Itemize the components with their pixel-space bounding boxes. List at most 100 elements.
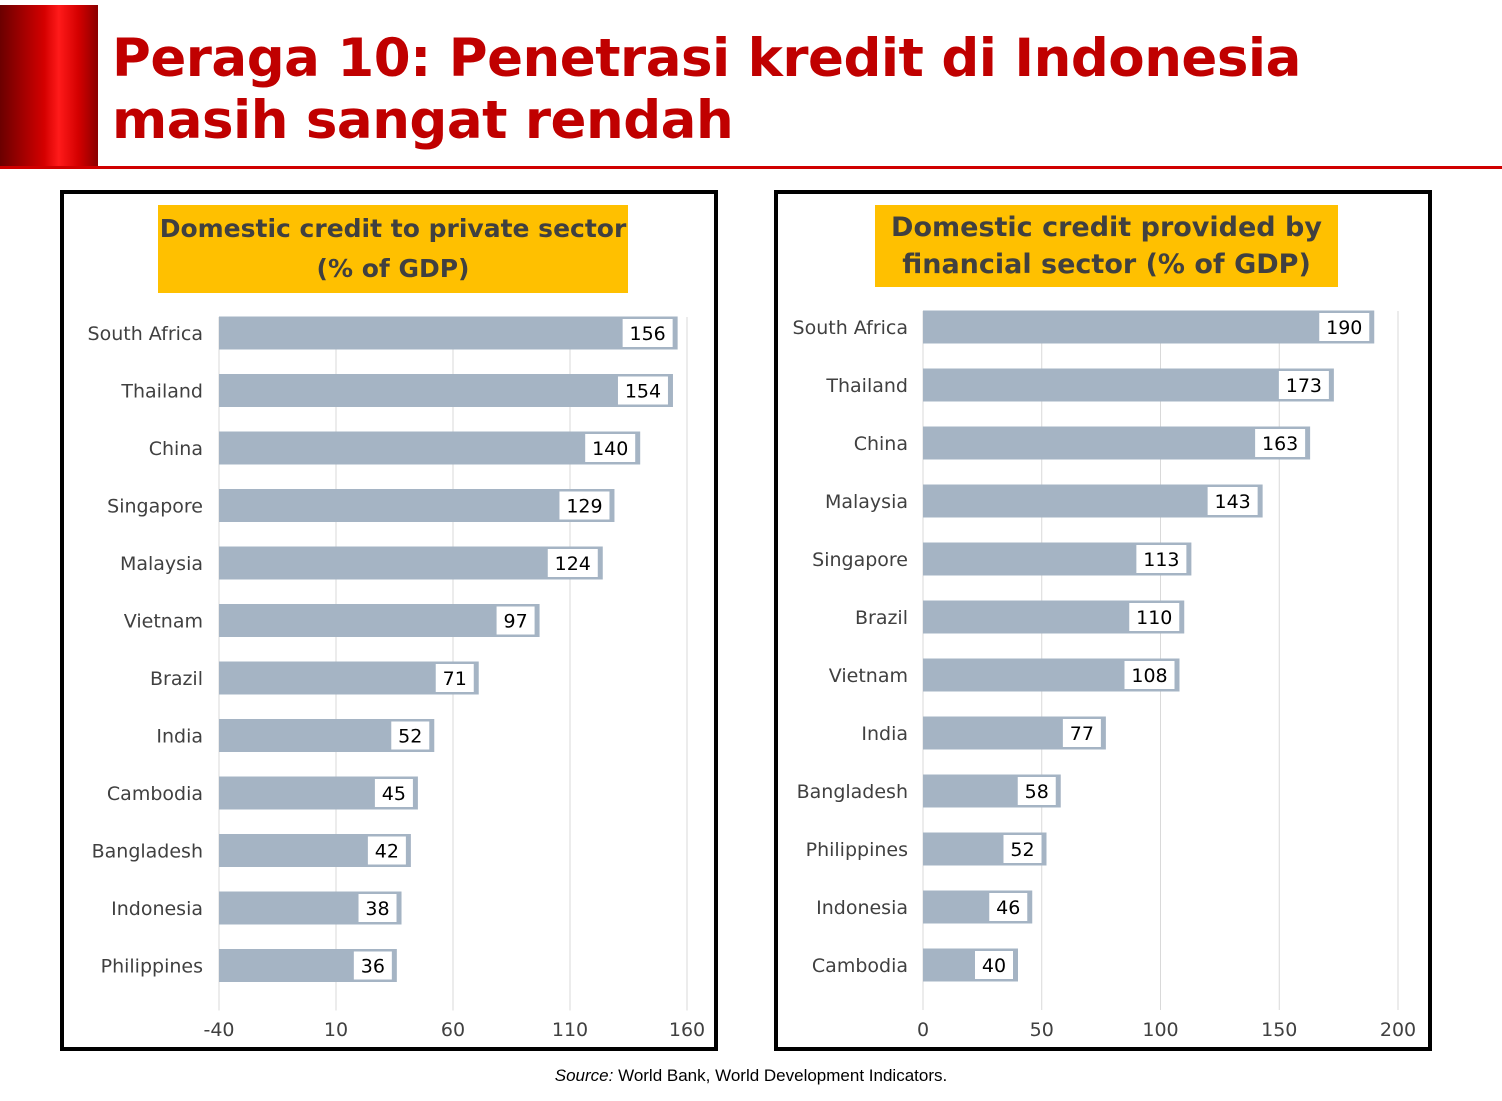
x-tick-label: 10	[324, 1019, 348, 1041]
chart-panel-private-credit: -40 10 60 110 160 South Africa 156 Thailand 154 C…	[60, 190, 718, 1051]
data-label: 190	[1326, 317, 1362, 339]
bar	[219, 431, 641, 465]
data-label-box	[1129, 603, 1180, 631]
category-label: Singapore	[812, 549, 908, 571]
x-tick-label: 150	[1261, 1019, 1297, 1041]
chart-private-credit: -40 10 60 110 160 South Africa 156 Thailand 154 C…	[88, 316, 705, 1041]
data-label-box	[585, 434, 636, 462]
source-note: Source: World Bank, World Development In…	[0, 1066, 1502, 1086]
source-text: World Bank, World Development Indicators…	[613, 1066, 948, 1085]
category-label: Vietnam	[829, 665, 908, 687]
category-label: Cambodia	[812, 955, 908, 977]
data-label: 129	[566, 496, 602, 518]
chart-panel-financial-credit: 0 50 100 150 200 South Africa 190 Thailand 173 Ch…	[774, 190, 1432, 1051]
data-label: 58	[1025, 781, 1049, 803]
category-label: Brazil	[150, 668, 203, 690]
x-tick-label: 200	[1380, 1019, 1416, 1041]
data-label: 42	[375, 841, 399, 863]
title-accent-block	[0, 5, 98, 167]
category-label: Philippines	[101, 956, 203, 978]
data-label: 154	[625, 381, 661, 403]
data-label-box	[547, 549, 598, 577]
data-label-box	[435, 664, 474, 692]
bar	[219, 546, 603, 580]
bar	[923, 484, 1263, 518]
category-label: Cambodia	[107, 783, 203, 805]
data-label-box	[391, 721, 430, 750]
data-label-box	[358, 894, 397, 922]
x-tick-label: 110	[552, 1019, 588, 1041]
bar	[219, 489, 615, 522]
x-tick-label: 50	[1030, 1019, 1054, 1041]
data-label-box	[975, 951, 1013, 979]
category-label: Bangladesh	[92, 841, 203, 863]
data-label: 113	[1143, 549, 1179, 571]
category-label: China	[854, 433, 908, 455]
data-label: 36	[361, 956, 385, 978]
x-tick-label: -40	[203, 1019, 234, 1041]
data-label: 156	[630, 323, 666, 345]
category-label: India	[156, 726, 203, 748]
data-label: 110	[1136, 607, 1172, 629]
source-label: Source:	[554, 1066, 614, 1085]
x-tick-label: 100	[1142, 1019, 1178, 1041]
category-label: Thailand	[120, 381, 203, 403]
data-label: 45	[382, 783, 406, 805]
category-label: Vietnam	[124, 611, 203, 633]
data-label-box	[1136, 545, 1187, 573]
category-label: India	[861, 723, 908, 745]
bar	[219, 374, 673, 407]
data-label-box	[496, 606, 535, 635]
data-label-box	[989, 893, 1028, 921]
category-label: Indonesia	[816, 897, 908, 919]
category-label: Thailand	[825, 375, 908, 397]
data-label: 124	[555, 553, 591, 575]
data-label-box	[353, 951, 392, 980]
data-label: 108	[1131, 665, 1167, 687]
data-label-box	[1124, 661, 1175, 689]
category-label: South Africa	[793, 317, 908, 339]
data-label: 77	[1070, 723, 1094, 745]
data-label: 52	[398, 726, 422, 748]
category-label: South Africa	[88, 323, 203, 345]
data-label-box	[559, 491, 610, 520]
data-label-box	[1207, 487, 1258, 515]
x-tick-label: 0	[917, 1019, 929, 1041]
slide-title: Peraga 10: Penetrasi kredit di Indonesia…	[112, 28, 1301, 151]
data-label-box	[1017, 777, 1056, 805]
bar	[923, 368, 1334, 402]
bar	[219, 604, 540, 637]
data-label: 163	[1262, 433, 1298, 455]
category-label: Indonesia	[111, 898, 203, 920]
bar	[923, 426, 1311, 460]
data-label: 143	[1214, 491, 1250, 513]
data-label-box	[1062, 719, 1101, 747]
chart-financial-credit: 0 50 100 150 200 South Africa 190 Thailand 173 Ch…	[793, 310, 1416, 1041]
bar	[219, 661, 479, 695]
chart-heading-financial-credit: Domestic credit provided by financial se…	[875, 205, 1338, 287]
data-label: 173	[1286, 375, 1322, 397]
data-label: 38	[365, 898, 389, 920]
category-label: Bangladesh	[797, 781, 908, 803]
bar	[219, 316, 678, 350]
data-label: 52	[1010, 839, 1034, 861]
data-label: 71	[443, 668, 467, 690]
data-label-box	[374, 779, 413, 807]
category-label: Malaysia	[120, 553, 203, 575]
data-label-box	[617, 376, 668, 405]
chart-heading-private-credit: Domestic credit to private sector (% of …	[158, 205, 628, 293]
data-label-box	[367, 836, 406, 865]
category-label: Malaysia	[825, 491, 908, 513]
data-label: 40	[982, 955, 1006, 977]
category-label: Brazil	[855, 607, 908, 629]
category-label: China	[149, 438, 203, 460]
x-tick-label: 160	[669, 1019, 705, 1041]
data-label-box	[622, 319, 673, 347]
data-label: 140	[592, 438, 628, 460]
data-label-box	[1255, 429, 1306, 457]
category-label: Philippines	[806, 839, 908, 861]
title-divider	[0, 166, 1502, 169]
data-label-box	[1319, 313, 1370, 341]
x-tick-label: 60	[441, 1019, 465, 1041]
data-label: 46	[996, 897, 1020, 919]
